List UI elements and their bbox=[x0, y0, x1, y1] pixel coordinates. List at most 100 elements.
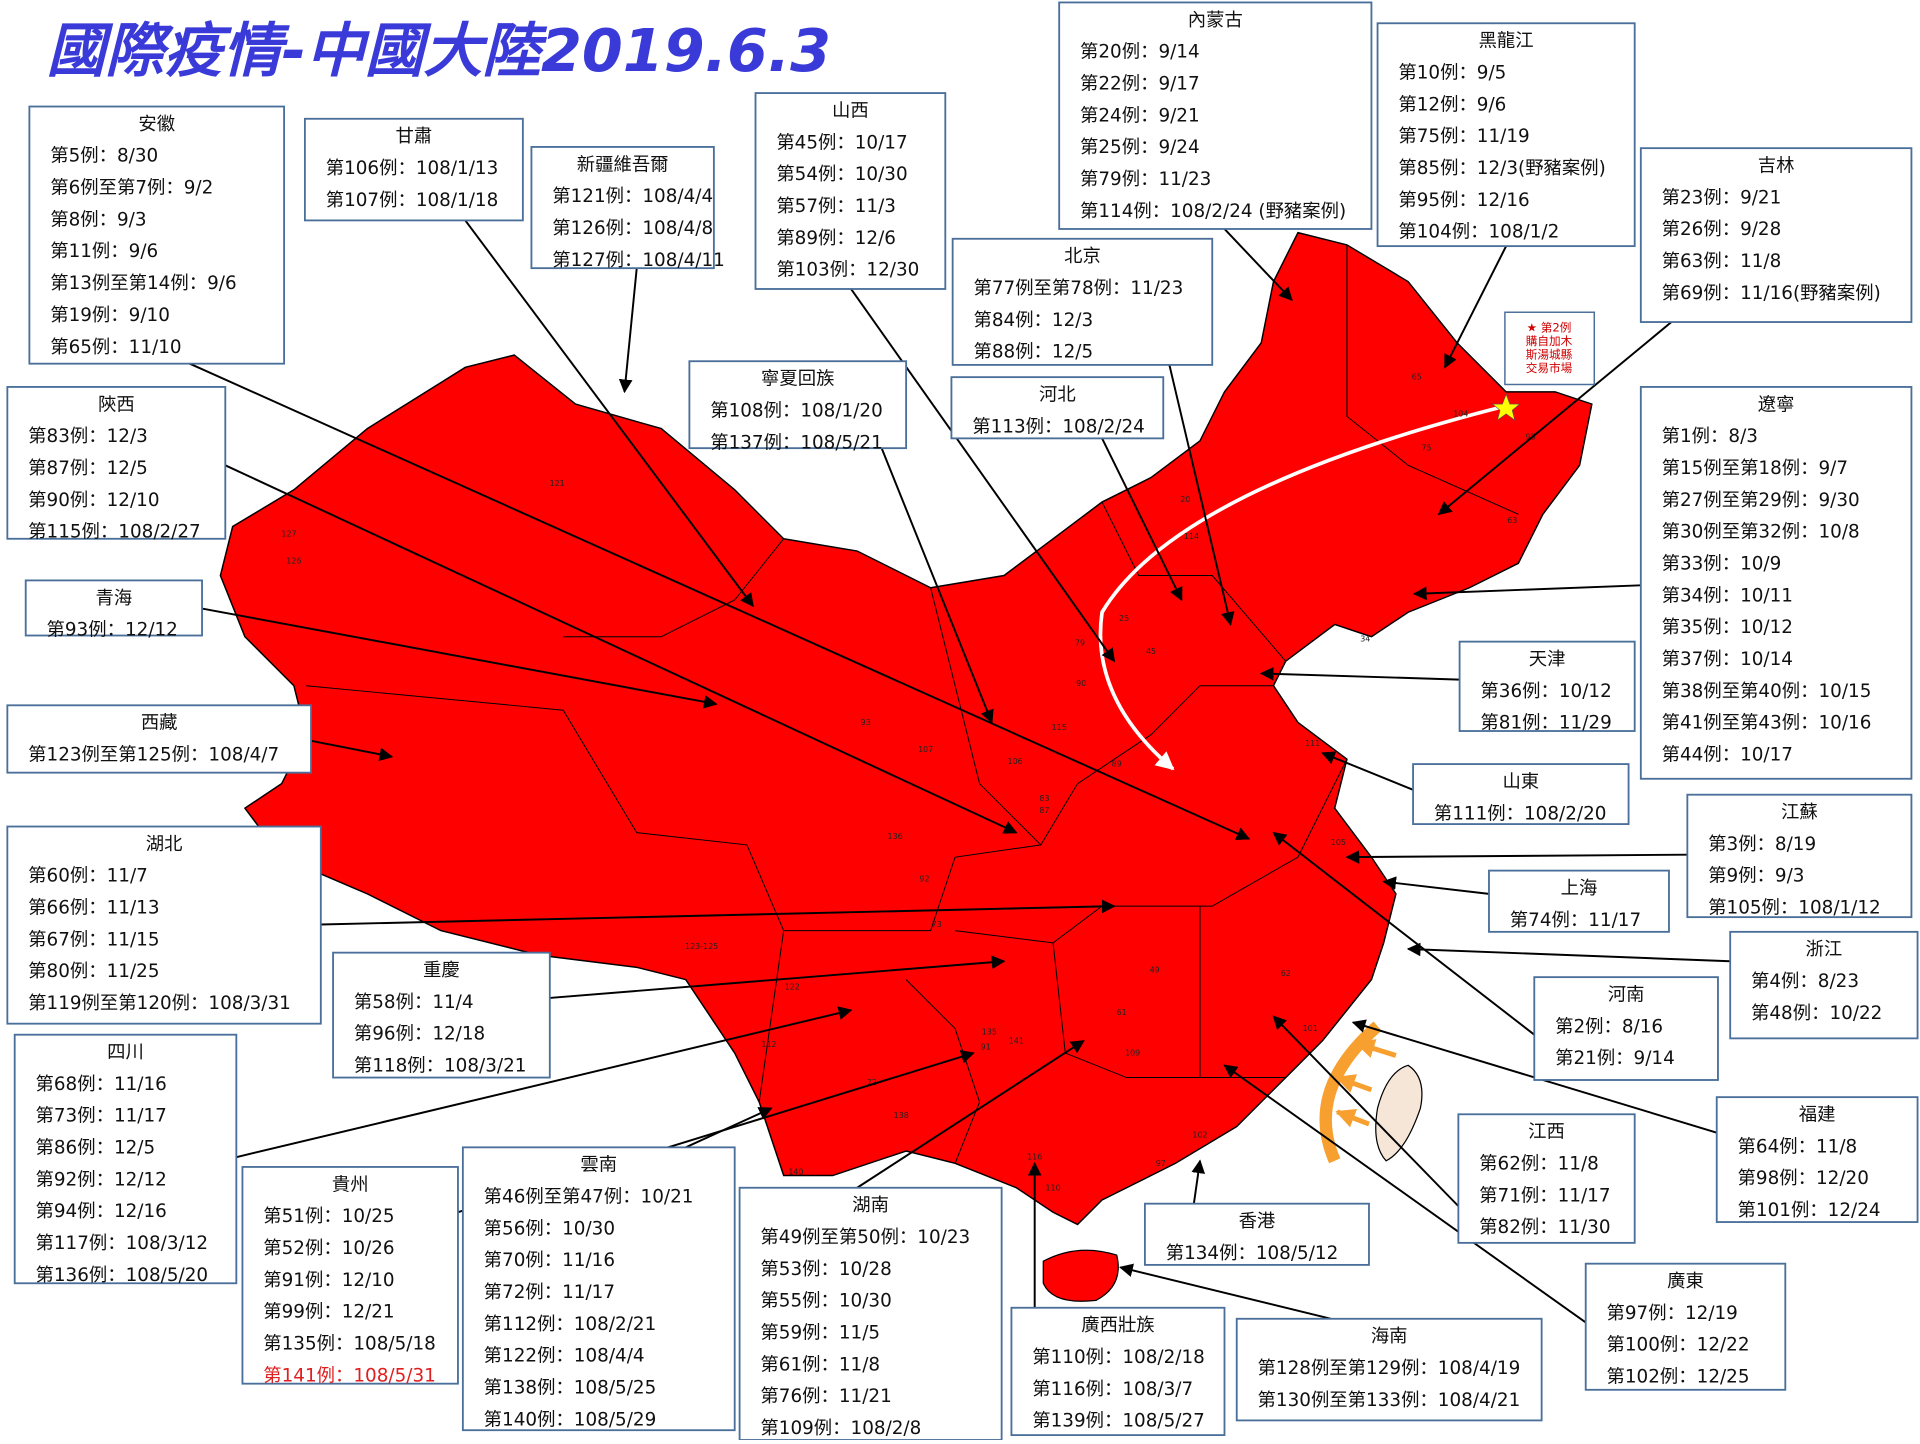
case-number-label: 87 bbox=[1039, 806, 1049, 815]
box-frame bbox=[1010, 1306, 1226, 1437]
case-entry: 第115例：108/2/27 bbox=[28, 522, 201, 543]
pointer-arrow bbox=[880, 447, 994, 724]
box-frame bbox=[1458, 640, 1636, 732]
box-frame bbox=[1639, 147, 1913, 323]
province-name: 湖北 bbox=[146, 834, 183, 855]
province-name: 吉林 bbox=[1758, 156, 1795, 177]
province-name: 青海 bbox=[96, 588, 133, 609]
box-frame bbox=[24, 579, 203, 637]
box-frame bbox=[1715, 1096, 1919, 1223]
note-line: 交易市場 bbox=[1526, 361, 1573, 375]
case-entry: 第77例至第78例：11/23 bbox=[973, 278, 1183, 299]
origin-star bbox=[1491, 393, 1521, 421]
case-entry: 第63例：11/8 bbox=[1662, 251, 1782, 272]
case-number-label: 126 bbox=[286, 556, 301, 565]
province-name: 天津 bbox=[1529, 649, 1566, 670]
province-name: 江西 bbox=[1528, 1122, 1565, 1143]
case-entry: 第121例：108/4/4 bbox=[552, 186, 713, 207]
box-frame bbox=[303, 117, 524, 222]
case-entry: 第13例至第14例：9/6 bbox=[50, 273, 236, 294]
box-frame bbox=[950, 376, 1165, 440]
case-entry: 第79例：11/23 bbox=[1080, 169, 1211, 190]
box-frame bbox=[530, 146, 715, 270]
box-frame bbox=[461, 1146, 736, 1432]
note-frame bbox=[1504, 311, 1596, 386]
hainan bbox=[1042, 1249, 1119, 1302]
case-entry: 第41例至第43例：10/16 bbox=[1662, 713, 1872, 734]
case-entry: 第8例：9/3 bbox=[50, 209, 146, 230]
case-entry: 第58例：11/4 bbox=[354, 992, 474, 1013]
case-entry: 第139例：108/5/27 bbox=[1032, 1411, 1205, 1432]
case-number-label: 127 bbox=[281, 529, 296, 538]
pointer-arrow bbox=[310, 739, 394, 762]
box-frame bbox=[1457, 1113, 1636, 1244]
pointer-arrow bbox=[856, 1039, 1085, 1189]
province-name: 內蒙古 bbox=[1188, 10, 1243, 31]
case-number-label: 116 bbox=[1027, 1153, 1042, 1162]
case-entry: 第81例：11/29 bbox=[1480, 713, 1611, 734]
pointer-arrow bbox=[1223, 228, 1293, 301]
province-name: 廣東 bbox=[1667, 1271, 1704, 1292]
case-entry: 第54例：10/30 bbox=[776, 164, 907, 185]
case-entry: 第60例：11/7 bbox=[28, 866, 148, 887]
province-name: 雲南 bbox=[580, 1155, 617, 1176]
case-number-label: 138 bbox=[894, 1111, 909, 1120]
case-entry: 第30例至第32例：10/8 bbox=[1662, 522, 1860, 543]
arrows bbox=[189, 219, 1731, 1324]
case-entry: 第119例至第120例：108/3/31 bbox=[28, 993, 291, 1014]
province-name: 山東 bbox=[1502, 771, 1539, 792]
pointer-arrow bbox=[464, 219, 754, 608]
case-entry: 第109例：108/2/8 bbox=[760, 1418, 921, 1439]
case-entry: 第3例：8/19 bbox=[1708, 834, 1816, 855]
case-number-label: 90 bbox=[1076, 679, 1086, 688]
case-entry: 第44例：10/17 bbox=[1662, 745, 1793, 766]
box-frame bbox=[738, 1186, 1003, 1441]
case-entry: 第127例：108/4/11 bbox=[552, 250, 725, 271]
case-number-label: 79 bbox=[1075, 638, 1085, 647]
case-entry: 第10例：9/5 bbox=[1398, 62, 1506, 83]
pointer-arrow bbox=[1412, 584, 1641, 601]
case-entry: 第12例：9/6 bbox=[1398, 94, 1506, 115]
case-entry: 第103例：12/30 bbox=[776, 260, 919, 281]
case-entry: 第65例：11/10 bbox=[50, 337, 181, 358]
case-entry: 第84例：12/3 bbox=[973, 310, 1093, 331]
case-number-label: 45 bbox=[1146, 647, 1156, 656]
box-frame bbox=[332, 951, 551, 1079]
box-frame bbox=[1639, 386, 1913, 780]
case-entry: 第110例：108/2/18 bbox=[1032, 1347, 1205, 1368]
box-frame bbox=[754, 92, 947, 290]
box-frame bbox=[1412, 763, 1630, 825]
case-entry: 第126例：108/4/8 bbox=[552, 218, 713, 239]
box-frame bbox=[1584, 1262, 1787, 1391]
note-line: ★ 第2例 bbox=[1527, 321, 1572, 335]
box-frame bbox=[6, 825, 322, 1025]
case-entry: 第33例：10/9 bbox=[1662, 553, 1782, 574]
case-entry: 第85例：12/3(野豬案例) bbox=[1398, 158, 1605, 179]
province-name: 浙江 bbox=[1806, 939, 1843, 960]
province-name: 遼寧 bbox=[1758, 394, 1795, 415]
case-entry: 第105例：108/1/12 bbox=[1708, 898, 1881, 919]
pointer-arrow bbox=[1168, 364, 1235, 626]
case-entry: 第90例：12/10 bbox=[28, 490, 159, 511]
box-frame bbox=[688, 360, 908, 450]
province-name: 上海 bbox=[1561, 878, 1598, 899]
province-name: 山西 bbox=[832, 100, 869, 121]
province-name: 湖南 bbox=[852, 1195, 889, 1216]
case-entry: 第116例：108/3/7 bbox=[1032, 1379, 1193, 1400]
box-frame bbox=[241, 1166, 459, 1385]
spread-arrow bbox=[1098, 404, 1505, 771]
case-entry: 第61例：11/8 bbox=[760, 1354, 880, 1375]
pointer-arrow bbox=[1259, 666, 1460, 681]
